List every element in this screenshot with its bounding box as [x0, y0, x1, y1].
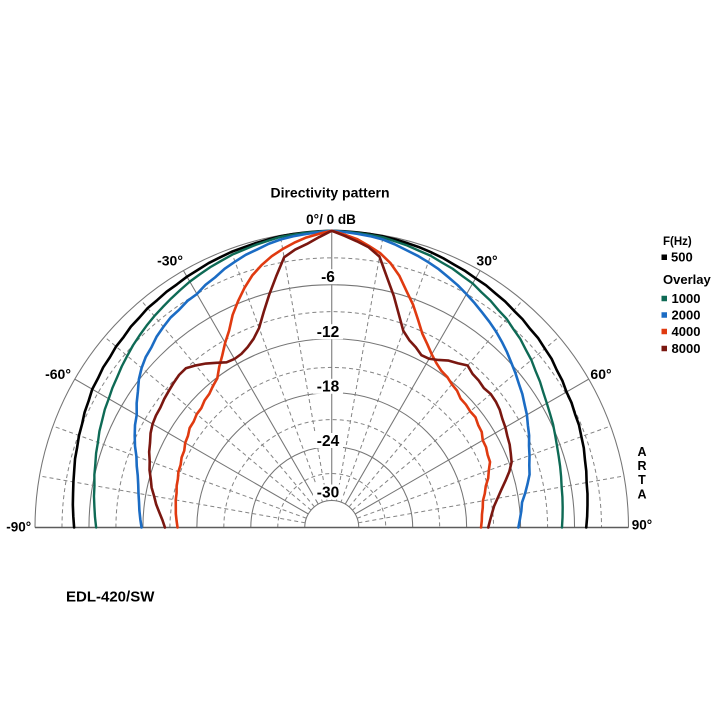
- svg-text:EDL-420/SW: EDL-420/SW: [66, 589, 155, 606]
- svg-text:8000: 8000: [672, 341, 701, 356]
- svg-text:1000: 1000: [672, 291, 701, 306]
- svg-text:4000: 4000: [672, 324, 701, 339]
- svg-text:-90°: -90°: [6, 520, 31, 535]
- svg-text:F(Hz): F(Hz): [663, 236, 692, 248]
- svg-text:R: R: [637, 459, 646, 473]
- svg-text:A: A: [637, 445, 646, 459]
- svg-text:T: T: [638, 473, 646, 487]
- svg-text:500: 500: [671, 250, 693, 265]
- svg-text:Directivity pattern: Directivity pattern: [270, 185, 389, 201]
- svg-text:2000: 2000: [672, 308, 701, 323]
- svg-text:-30°: -30°: [157, 253, 183, 269]
- svg-text:90°: 90°: [632, 518, 652, 533]
- svg-text:30°: 30°: [476, 253, 497, 269]
- svg-text:-18: -18: [317, 379, 340, 396]
- svg-text:Overlay: Overlay: [663, 272, 711, 287]
- svg-text:-12: -12: [317, 324, 339, 341]
- svg-text:-30: -30: [317, 484, 339, 501]
- svg-text:-24: -24: [317, 433, 340, 450]
- svg-text:-60°: -60°: [45, 366, 71, 382]
- svg-text:-6: -6: [321, 269, 335, 286]
- svg-text:0°/ 0 dB: 0°/ 0 dB: [306, 212, 356, 227]
- svg-text:A: A: [637, 487, 646, 501]
- svg-text:60°: 60°: [590, 366, 611, 382]
